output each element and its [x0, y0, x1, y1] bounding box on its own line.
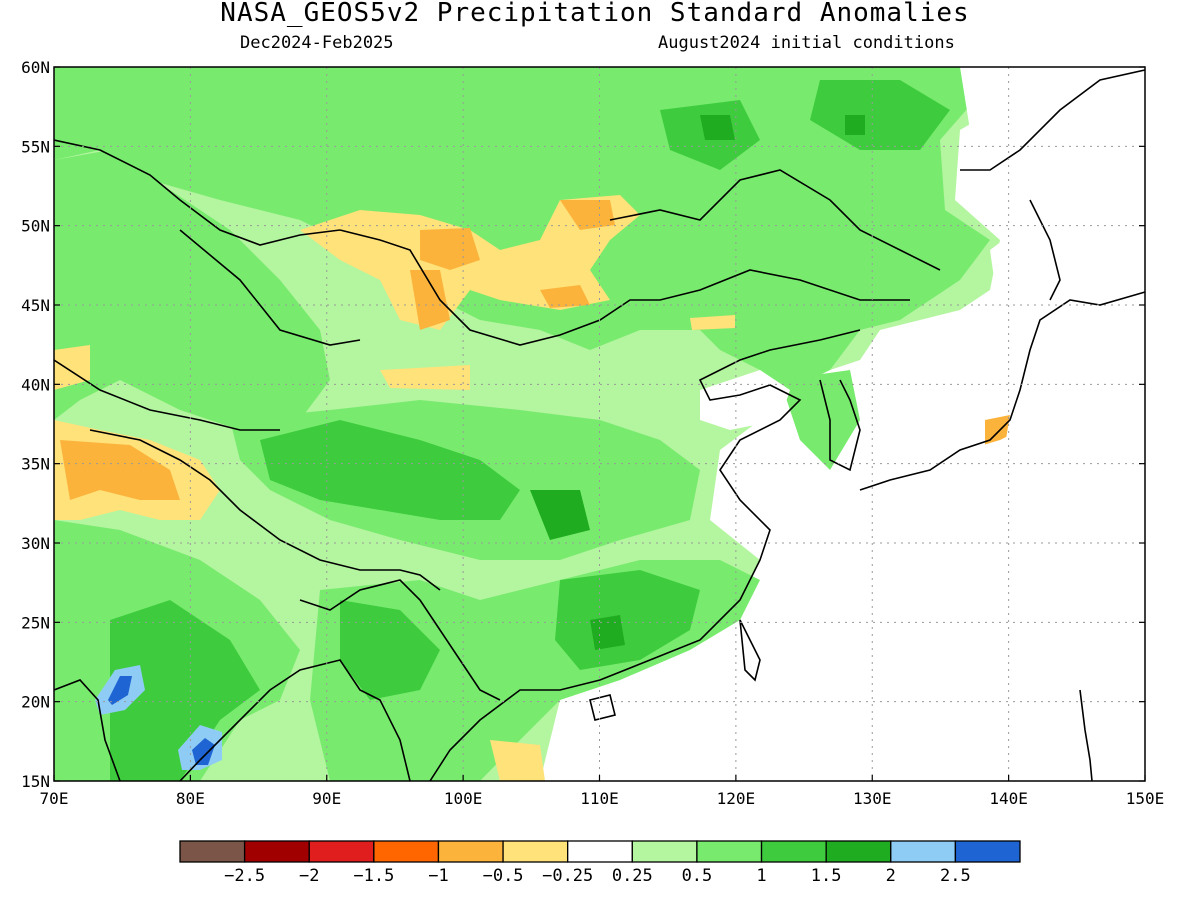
- y-tick-label: 35N: [21, 455, 50, 474]
- y-tick-label: 55N: [21, 137, 50, 156]
- y-tick-label: 60N: [21, 58, 50, 77]
- colorbar-swatch: [760, 840, 827, 863]
- colorbar-label: −2.5: [224, 866, 265, 886]
- y-tick-label: 15N: [21, 772, 50, 791]
- colorbar-swatch: [567, 840, 633, 863]
- colorbar-swatch: [696, 840, 763, 863]
- init-conditions-label: August2024 initial conditions: [658, 33, 955, 53]
- colorbar: −2.5 −2 −1.5 −1 −0.5 −0.25 0.25 0.5 1 1.5 2 2.5: [179, 840, 1021, 886]
- x-tick-label: 140E: [989, 789, 1028, 808]
- colorbar-swatch: [631, 840, 698, 863]
- colorbar-label: 2: [886, 866, 896, 886]
- anomaly-field: [54, 67, 1145, 781]
- y-tick-label: 25N: [21, 613, 50, 632]
- x-tick-label: 70E: [40, 789, 69, 808]
- x-tick-label: 100E: [444, 789, 483, 808]
- colorbar-swatch: [825, 840, 892, 863]
- colorbar-swatch: [890, 840, 957, 863]
- season-label: Dec2024-Feb2025: [240, 33, 394, 53]
- colorbar-swatch: [243, 840, 310, 863]
- x-tick-label: 120E: [717, 789, 756, 808]
- x-tick-label: 150E: [1126, 789, 1165, 808]
- x-tick-label: 80E: [176, 789, 205, 808]
- colorbar-swatch: [179, 840, 246, 863]
- y-tick-label: 30N: [21, 534, 50, 553]
- grid: [54, 67, 1145, 781]
- colorbar-swatch: [502, 840, 569, 863]
- colorbar-swatch: [437, 840, 504, 863]
- y-tick-label: 20N: [21, 693, 50, 712]
- x-tick-label: 110E: [580, 789, 619, 808]
- colorbar-label: −0.5: [483, 866, 524, 886]
- colorbar-label: −1: [428, 866, 448, 886]
- colorbar-label: −2: [299, 866, 319, 886]
- map-title: NASA_GEOS5v2 Precipitation Standard Anom…: [220, 0, 970, 28]
- colorbar-label: −1.5: [353, 866, 394, 886]
- colorbar-label: 1: [756, 866, 766, 886]
- colorbar-label: 2.5: [940, 866, 971, 886]
- coastlines: [54, 69, 1145, 781]
- colorbar-label: 0.25: [612, 866, 653, 886]
- colorbar-swatch: [373, 840, 440, 863]
- y-tick-label: 45N: [21, 296, 50, 315]
- colorbar-label: 0.5: [682, 866, 713, 886]
- colorbar-label: 1.5: [811, 866, 842, 886]
- colorbar-label: −0.25: [542, 866, 593, 886]
- y-tick-label: 50N: [21, 217, 50, 236]
- axis-ticks: 70E 80E 90E 100E 110E 120E 130E 140E 150E 15N 20N 2…: [21, 58, 1164, 808]
- x-tick-label: 90E: [312, 789, 341, 808]
- x-tick-label: 130E: [853, 789, 892, 808]
- colorbar-swatch: [308, 840, 375, 863]
- colorbar-swatch: [954, 840, 1021, 863]
- y-tick-label: 40N: [21, 375, 50, 394]
